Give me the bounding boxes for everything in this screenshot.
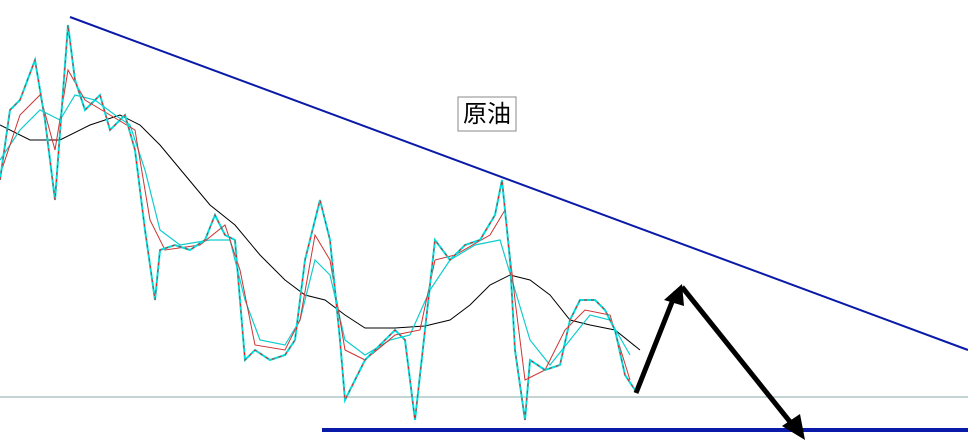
moving-average	[0, 94, 631, 366]
arrow-head	[664, 284, 684, 306]
arrow-head	[782, 414, 805, 440]
arrow	[633, 291, 679, 394]
moving-average	[0, 114, 641, 351]
moving-average	[0, 68, 631, 381]
trend-line	[69, 16, 968, 351]
label: 原油	[463, 100, 511, 128]
arrow	[680, 285, 797, 430]
price-line	[0, 24, 636, 421]
price-line	[0, 24, 636, 421]
label-box	[457, 96, 517, 132]
